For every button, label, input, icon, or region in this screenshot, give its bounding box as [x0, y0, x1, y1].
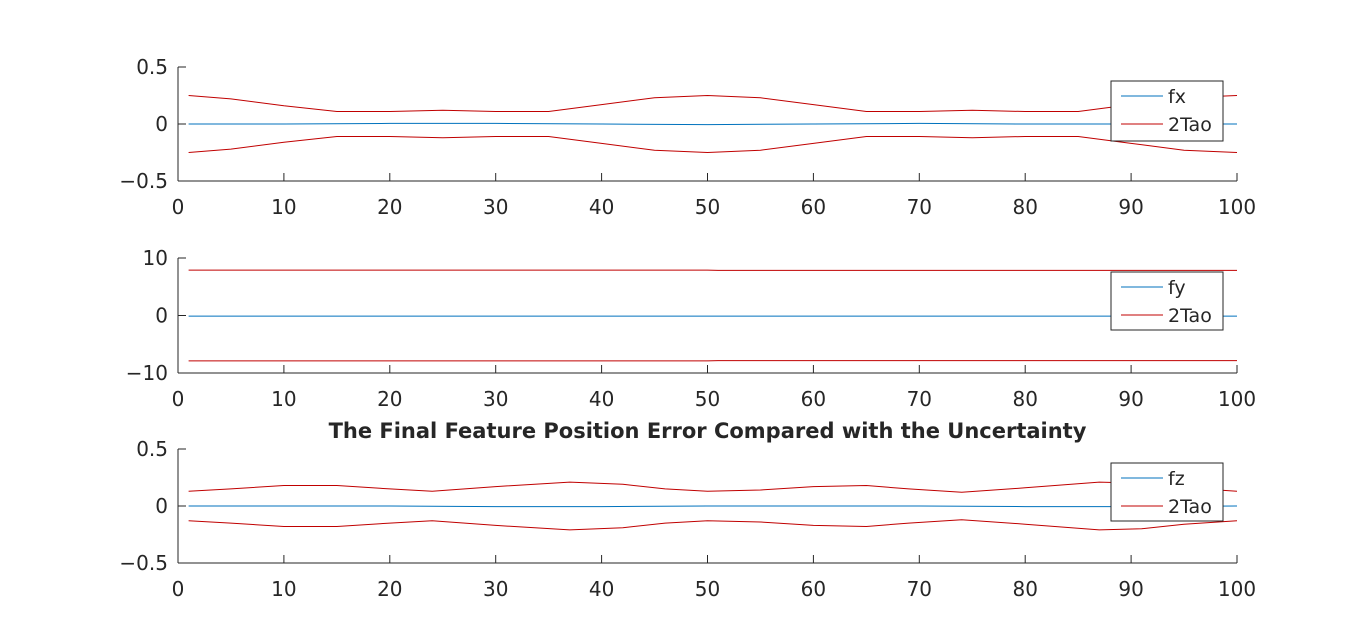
x-tick-label: 60 [801, 577, 826, 601]
x-tick-label: 20 [377, 577, 402, 601]
legend-label: 2Tao [1168, 114, 1212, 136]
legend-label: 2Tao [1168, 496, 1212, 518]
x-tick-label: 0 [172, 195, 185, 219]
x-tick-label: 40 [589, 387, 614, 411]
x-tick-label: 30 [483, 577, 508, 601]
x-tick-label: 60 [801, 387, 826, 411]
y-tick-label: −0.5 [119, 169, 168, 193]
x-tick-label: 100 [1218, 195, 1256, 219]
x-tick-label: 10 [271, 387, 296, 411]
legend: fx 2Tao [1110, 80, 1224, 142]
legend-box [1110, 271, 1224, 331]
y-tick-label: 0 [155, 112, 168, 136]
x-tick-label: 10 [271, 195, 296, 219]
x-tick-label: 50 [695, 195, 720, 219]
x-tick-label: 0 [172, 387, 185, 411]
x-tick-label: 20 [377, 195, 402, 219]
x-tick-label: 50 [695, 577, 720, 601]
x-tick-label: 50 [695, 387, 720, 411]
series-line-fz [188, 505, 1238, 508]
x-tick-label: 0 [172, 577, 185, 601]
x-tick-label: 80 [1012, 195, 1037, 219]
legend-label: fy [1168, 277, 1186, 299]
y-tick-label: 0 [155, 494, 168, 518]
x-tick-label: 30 [483, 195, 508, 219]
chart-title: The Final Feature Position Error Compare… [329, 419, 1087, 443]
x-tick-label: 30 [483, 387, 508, 411]
legend-label: 2Tao [1168, 305, 1212, 327]
x-tick-label: 40 [589, 195, 614, 219]
legend-box [1110, 462, 1224, 522]
x-tick-label: 40 [589, 577, 614, 601]
x-tick-label: 90 [1118, 195, 1143, 219]
y-tick-label: −0.5 [119, 551, 168, 575]
series-line-2Tao [188, 94, 1238, 112]
x-tick-label: 80 [1012, 387, 1037, 411]
y-tick-label: 0.5 [136, 55, 168, 79]
legend-label: fz [1168, 468, 1185, 490]
x-tick-label: 90 [1118, 577, 1143, 601]
x-tick-label: 70 [907, 387, 932, 411]
series-line-2Tao [188, 481, 1238, 493]
y-tick-label: −10 [126, 361, 168, 385]
y-tick-label: 0.5 [136, 437, 168, 461]
x-tick-label: 70 [907, 195, 932, 219]
series-line-lower-bound [188, 519, 1238, 531]
y-tick-label: 10 [143, 246, 168, 270]
series-line-lower-bound [188, 136, 1238, 154]
x-tick-label: 70 [907, 577, 932, 601]
x-tick-label: 90 [1118, 387, 1143, 411]
y-tick-label: 0 [155, 304, 168, 328]
x-tick-label: 20 [377, 387, 402, 411]
series-line-fx [188, 122, 1237, 126]
x-tick-label: 100 [1218, 577, 1256, 601]
legend-label: fx [1168, 86, 1186, 108]
x-tick-label: 100 [1218, 387, 1256, 411]
legend: fz 2Tao [1110, 462, 1224, 522]
legend: fy 2Tao [1110, 271, 1224, 331]
x-tick-label: 60 [801, 195, 826, 219]
x-tick-label: 10 [271, 577, 296, 601]
legend-box [1110, 80, 1224, 142]
x-tick-label: 80 [1012, 577, 1037, 601]
